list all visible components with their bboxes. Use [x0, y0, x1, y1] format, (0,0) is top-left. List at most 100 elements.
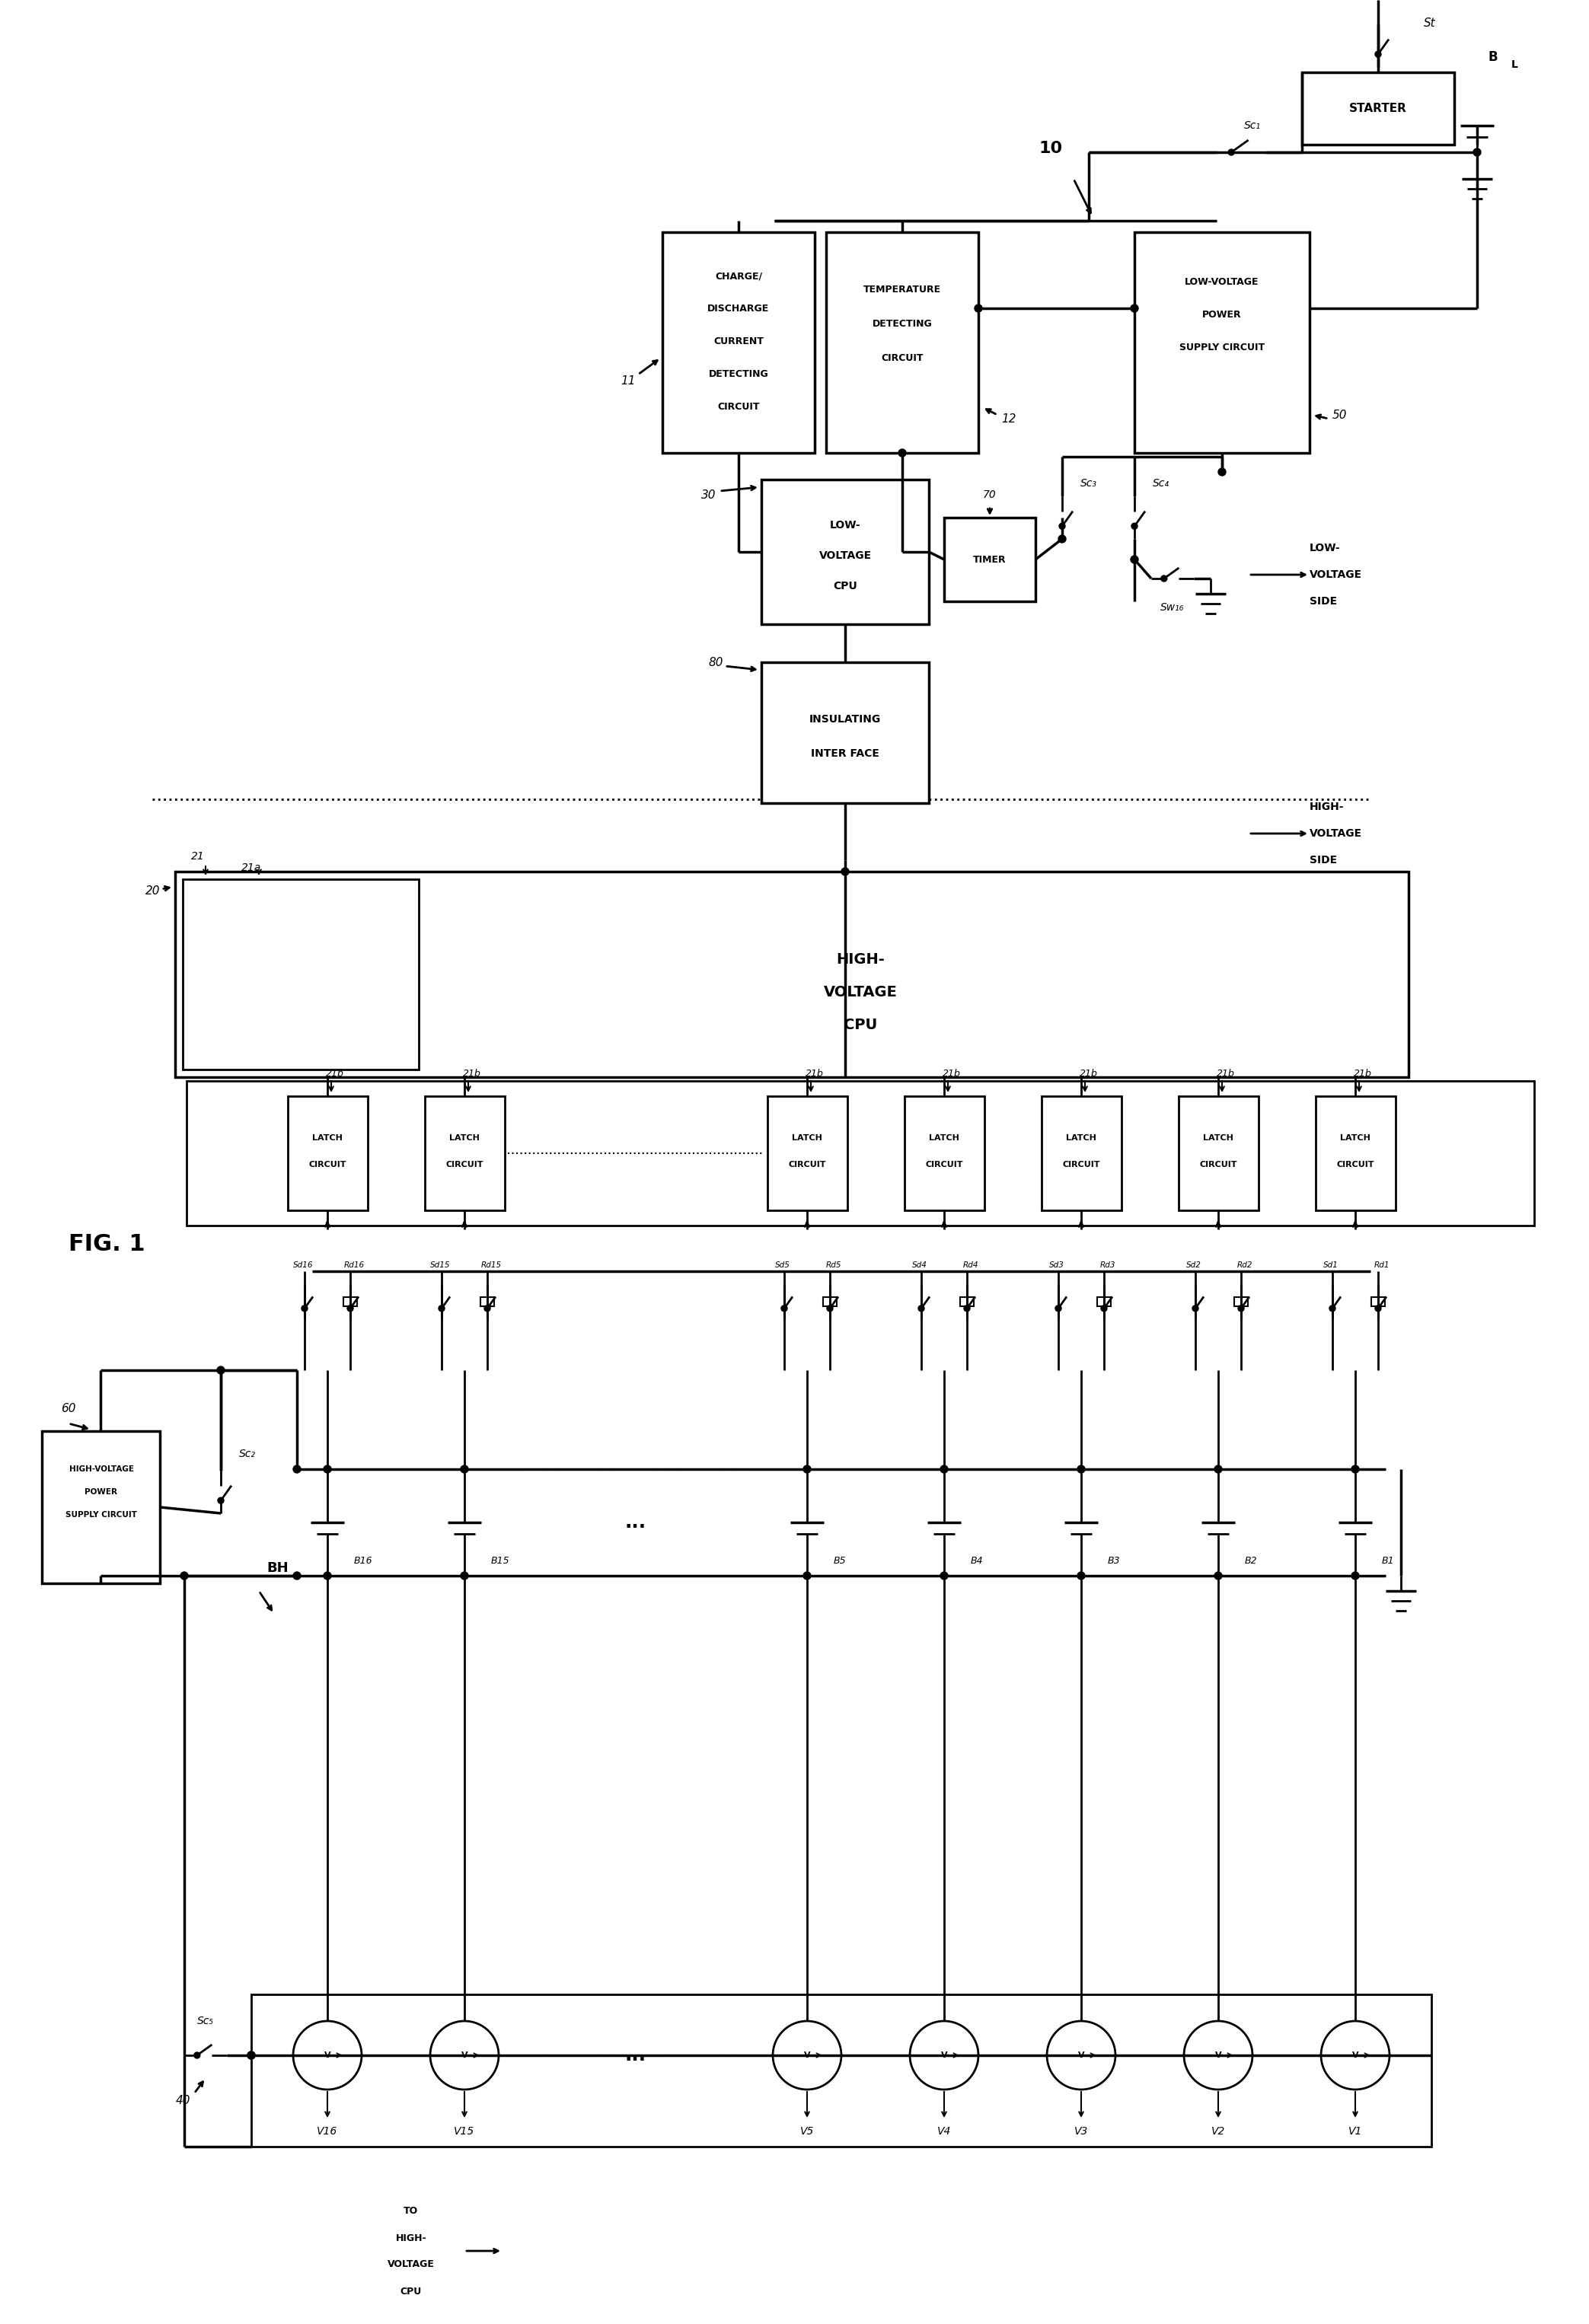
Text: B: B — [1489, 51, 1498, 65]
Circle shape — [841, 867, 849, 876]
Circle shape — [248, 2052, 256, 2059]
Text: 21b: 21b — [942, 1069, 961, 1078]
Circle shape — [1374, 51, 1381, 58]
Circle shape — [782, 1306, 787, 1311]
Text: Rd2: Rd2 — [1238, 1262, 1252, 1269]
Text: Sw₁₆: Sw₁₆ — [1160, 602, 1184, 614]
Text: CIRCUIT: CIRCUIT — [788, 1162, 826, 1169]
Bar — [186, 1081, 1535, 1225]
Text: VOLTAGE: VOLTAGE — [818, 551, 871, 560]
Circle shape — [248, 2052, 256, 2059]
Circle shape — [1077, 1466, 1085, 1473]
Circle shape — [1219, 467, 1225, 476]
Text: HIGH-: HIGH- — [1309, 802, 1344, 811]
Text: ...: ... — [624, 2045, 647, 2064]
Text: B1: B1 — [1382, 1555, 1395, 1566]
Text: 21: 21 — [191, 851, 205, 862]
Bar — [904, 1097, 985, 1211]
Text: INTER FACE: INTER FACE — [810, 748, 879, 760]
Circle shape — [346, 1306, 353, 1311]
Text: BH: BH — [267, 1562, 288, 1576]
Text: SUPPLY CIRCUIT: SUPPLY CIRCUIT — [65, 1511, 137, 1518]
Text: FIG. 1: FIG. 1 — [68, 1234, 145, 1255]
Circle shape — [302, 1306, 308, 1311]
Text: V: V — [804, 2052, 810, 2059]
Bar — [960, 1297, 974, 1306]
Text: CIRCUIT: CIRCUIT — [925, 1162, 963, 1169]
Text: Sd1: Sd1 — [1324, 1262, 1338, 1269]
Text: TO: TO — [404, 2205, 418, 2217]
Text: DETECTING: DETECTING — [872, 318, 933, 328]
Text: V: V — [324, 2052, 331, 2059]
Text: 21b: 21b — [1217, 1069, 1235, 1078]
Bar — [1135, 232, 1309, 453]
Text: STARTER: STARTER — [1349, 102, 1406, 114]
Text: Sd15: Sd15 — [431, 1262, 450, 1269]
Text: INSULATING: INSULATING — [809, 713, 880, 725]
Circle shape — [1374, 1306, 1381, 1311]
Circle shape — [1352, 1466, 1359, 1473]
Text: CPU: CPU — [400, 2287, 423, 2296]
Text: Sc₃: Sc₃ — [1081, 479, 1096, 488]
Text: LOW-: LOW- — [1309, 544, 1341, 553]
Text: V3: V3 — [1074, 2126, 1088, 2136]
Text: VOLTAGE: VOLTAGE — [823, 985, 898, 999]
Circle shape — [461, 1571, 469, 1580]
Circle shape — [918, 1306, 925, 1311]
Text: Sd2: Sd2 — [1187, 1262, 1201, 1269]
Bar — [823, 1297, 837, 1306]
Bar — [761, 662, 930, 804]
Circle shape — [1162, 576, 1166, 581]
Bar — [1316, 1097, 1395, 1211]
Text: Sc₅: Sc₅ — [197, 2015, 215, 2027]
Bar — [663, 232, 815, 453]
Bar — [175, 872, 1408, 1076]
Circle shape — [1214, 1466, 1222, 1473]
Bar — [251, 1994, 1432, 2147]
Text: LATCH: LATCH — [1066, 1134, 1096, 1141]
Text: 40: 40 — [175, 2096, 191, 2106]
Text: 80: 80 — [709, 658, 723, 667]
Bar — [826, 232, 979, 453]
Text: HIGH-VOLTAGE: HIGH-VOLTAGE — [68, 1466, 133, 1473]
Bar — [767, 1097, 847, 1211]
Circle shape — [1330, 1306, 1335, 1311]
Circle shape — [1131, 304, 1138, 311]
Text: B15: B15 — [491, 1555, 510, 1566]
Text: Sd5: Sd5 — [775, 1262, 790, 1269]
Text: 21b: 21b — [1354, 1069, 1371, 1078]
Text: B2: B2 — [1244, 1555, 1257, 1566]
Text: CHARGE/: CHARGE/ — [715, 272, 763, 281]
Text: Rd16: Rd16 — [343, 1262, 364, 1269]
Text: SIDE: SIDE — [1309, 595, 1336, 607]
Text: ...: ... — [624, 1513, 647, 1532]
Circle shape — [826, 1306, 833, 1311]
Text: V: V — [1216, 2052, 1222, 2059]
Text: CIRCUIT: CIRCUIT — [1336, 1162, 1374, 1169]
Text: Rd15: Rd15 — [481, 1262, 502, 1269]
Text: Sc₄: Sc₄ — [1152, 479, 1170, 488]
Circle shape — [1058, 535, 1066, 544]
Text: CPU: CPU — [833, 581, 856, 593]
Circle shape — [439, 1306, 445, 1311]
Text: HIGH-: HIGH- — [836, 953, 885, 967]
Text: V4: V4 — [938, 2126, 952, 2136]
Circle shape — [898, 449, 906, 458]
Text: 21b: 21b — [326, 1069, 345, 1078]
Text: 21a: 21a — [242, 862, 261, 874]
Text: SUPPLY CIRCUIT: SUPPLY CIRCUIT — [1179, 342, 1265, 351]
Text: V2: V2 — [1211, 2126, 1225, 2136]
Text: CIRCUIT: CIRCUIT — [1200, 1162, 1238, 1169]
Text: 50: 50 — [1333, 409, 1347, 421]
Bar — [1301, 72, 1454, 144]
Text: CPU: CPU — [844, 1018, 877, 1032]
Circle shape — [324, 1466, 331, 1473]
Bar — [424, 1097, 505, 1211]
Circle shape — [461, 1466, 469, 1473]
Circle shape — [1352, 1571, 1359, 1580]
Text: Rd1: Rd1 — [1374, 1262, 1390, 1269]
Text: B3: B3 — [1108, 1555, 1120, 1566]
Circle shape — [941, 1466, 949, 1473]
Text: LATCH: LATCH — [791, 1134, 822, 1141]
Bar — [944, 518, 1036, 602]
